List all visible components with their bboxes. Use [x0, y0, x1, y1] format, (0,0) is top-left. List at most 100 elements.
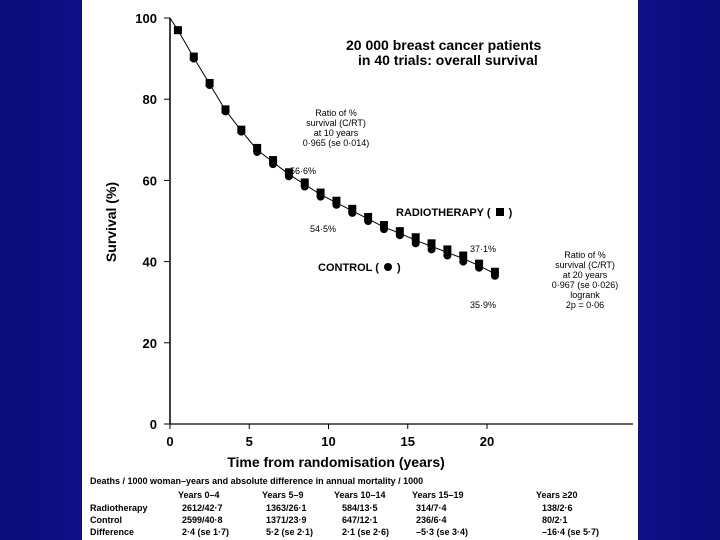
control-point [205, 80, 214, 89]
legend-circle-icon [383, 263, 392, 271]
ratio-20-line-6: 2p = 0·06 [565, 300, 605, 310]
control-point [284, 172, 293, 181]
legend-radiotherapy-close: ) [508, 207, 513, 219]
control-point [221, 107, 230, 116]
table-cell: 2·1 (se 2·6) [342, 527, 390, 537]
y-axis-label: Survival (%) [103, 182, 119, 262]
y-tick-label: 0 [150, 417, 157, 432]
radiotherapy-10y-label: 56·6% [290, 166, 317, 176]
control-point [427, 245, 436, 254]
ratio-20-line-4: 0·967 (se 0·026) [551, 280, 619, 290]
table-cell: –5·3 (se 3·4) [416, 527, 469, 537]
table-caption: Deaths / 1000 woman–years and absolute d… [90, 476, 424, 486]
x-tick-label: 10 [321, 434, 335, 449]
y-tick-label: 80 [143, 92, 157, 107]
table-cell: –16·4 (se 5·7) [542, 527, 600, 537]
control-point [443, 251, 452, 260]
radiotherapy-point [395, 227, 404, 236]
radiotherapy-point [316, 188, 325, 197]
table-row: Radiotherapy 2612/42·7 1363/26·1 584/13·… [86, 503, 636, 515]
survival-chart: 0 20 40 60 80 100 0 5 10 15 20 Time from randomisat… [103, 11, 633, 470]
chart-axes: 0 20 40 60 80 100 0 5 10 15 20 Time from randomisat… [103, 11, 633, 470]
ratio-10-line-3: at 10 years [313, 128, 359, 138]
control-10y-label: 54·5% [310, 224, 337, 234]
table-cell: 647/12·1 [342, 515, 378, 525]
ratio-20-line-2: survival (C/RT) [555, 260, 615, 270]
table-cell: 1371/23·9 [266, 515, 307, 525]
control-point [332, 200, 341, 209]
table-header: Years ≥20 [536, 490, 578, 500]
radiotherapy-point [379, 221, 388, 230]
survival-curve-line [169, 17, 496, 275]
ratio-10-line-2: survival (C/RT) [306, 118, 366, 128]
control-point [379, 225, 388, 234]
table-header: Years 5–9 [262, 490, 304, 500]
y-tick-label: 20 [143, 336, 157, 351]
y-tick-label: 60 [143, 173, 157, 188]
control-20y-label: 35·9% [470, 300, 497, 310]
control-point [364, 217, 373, 225]
chart-title: 20 000 breast cancer patients [346, 37, 542, 53]
slide-panel: 0 20 40 60 80 100 0 5 10 15 20 Time from randomisat… [82, 0, 638, 540]
control-point [253, 147, 262, 156]
table-header-row: Years 0–4 Years 5–9 Years 10–14 Years 15… [86, 490, 636, 502]
ratio-10-annotation: Ratio of % survival (C/RT) at 10 years 0… [276, 108, 396, 148]
table-cell: 584/13·5 [342, 503, 378, 513]
control-point [237, 127, 246, 136]
row-label: Radiotherapy [90, 503, 148, 513]
table-header: Years 10–14 [334, 490, 386, 500]
radiotherapy-point [300, 178, 309, 187]
x-tick-label: 5 [246, 434, 253, 449]
radiotherapy-20y-label: 37·1% [470, 244, 497, 254]
control-point [269, 160, 278, 169]
row-label: Difference [90, 527, 135, 537]
table-cell: 2612/42·7 [182, 503, 223, 513]
table-cell: 138/2·6 [542, 503, 573, 513]
x-tick-label: 20 [480, 434, 494, 449]
table-cell: 1363/26·1 [266, 503, 307, 513]
control-point [459, 257, 468, 266]
control-point [189, 54, 198, 63]
table-header: Years 15–19 [412, 490, 464, 500]
table-cell: 80/2·1 [542, 515, 568, 525]
radiotherapy-point [332, 196, 341, 205]
legend-control-close: ) [397, 262, 401, 274]
table-row: Control 2599/40·8 1371/23·9 647/12·1 236… [86, 515, 636, 527]
ratio-20-annotation: Ratio of % survival (C/RT) at 20 years 0… [530, 250, 640, 310]
control-point [411, 239, 420, 248]
radiotherapy-point [475, 259, 484, 268]
radiotherapy-point [459, 251, 468, 260]
radiotherapy-point [427, 239, 436, 248]
legend-control: CONTROL ( ) [318, 262, 401, 274]
table-cell: 5·2 (se 2·1) [266, 527, 314, 537]
ratio-10-line-4: 0·965 (se 0·014) [302, 138, 370, 148]
table-cell: 314/7·4 [416, 503, 447, 513]
control-point [316, 192, 325, 201]
radiotherapy-point [443, 245, 452, 254]
legend-square-icon [495, 208, 504, 216]
y-tick-label: 40 [143, 255, 157, 270]
radiotherapy-point [364, 212, 373, 221]
x-axis-label: Time from randomisation (years) [227, 454, 445, 470]
radiotherapy-point [284, 168, 293, 177]
row-label: Control [90, 515, 122, 525]
ratio-10-line-1: Ratio of % [315, 108, 357, 118]
control-point [475, 263, 484, 272]
control-point [173, 26, 182, 35]
radiotherapy-point [490, 267, 499, 276]
table-row: Difference 2·4 (se 1·7) 5·2 (se 2·1) 2·1… [86, 527, 636, 539]
y-tick-label: 100 [135, 11, 157, 26]
table-header: Years 0–4 [178, 490, 220, 500]
legend-radiotherapy: RADIOTHERAPY ( ) [396, 207, 512, 219]
radiotherapy-point [269, 156, 278, 165]
chart-subtitle: in 40 trials: overall survival [358, 52, 538, 68]
control-point [395, 231, 404, 240]
x-tick-label: 15 [401, 434, 415, 449]
radiotherapy-point [411, 233, 420, 242]
table-cell: 2599/40·8 [182, 515, 223, 525]
ratio-20-line-1: Ratio of % [564, 250, 606, 260]
legend-control-text: CONTROL ( [318, 262, 379, 274]
ratio-20-line-3: at 20 years [562, 270, 608, 280]
x-tick-label: 0 [166, 434, 173, 449]
control-point [300, 182, 309, 191]
